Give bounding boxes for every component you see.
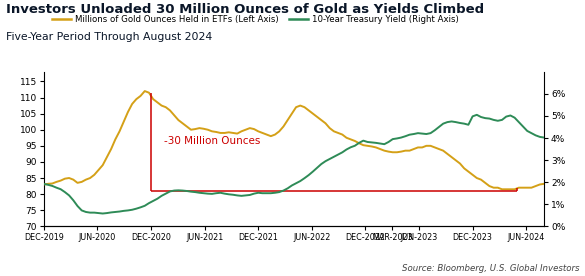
Text: Investors Unloaded 30 Million Ounces of Gold as Yields Climbed: Investors Unloaded 30 Million Ounces of … bbox=[6, 3, 484, 16]
Text: -30 Million Ounces: -30 Million Ounces bbox=[164, 136, 260, 146]
Text: Source: Bloomberg, U.S. Global Investors: Source: Bloomberg, U.S. Global Investors bbox=[402, 264, 579, 273]
Legend: Millions of Gold Ounces Held in ETFs (Left Axis), 10-Year Treasury Yield (Right : Millions of Gold Ounces Held in ETFs (Le… bbox=[48, 11, 462, 27]
Text: Five-Year Period Through August 2024: Five-Year Period Through August 2024 bbox=[6, 32, 212, 42]
